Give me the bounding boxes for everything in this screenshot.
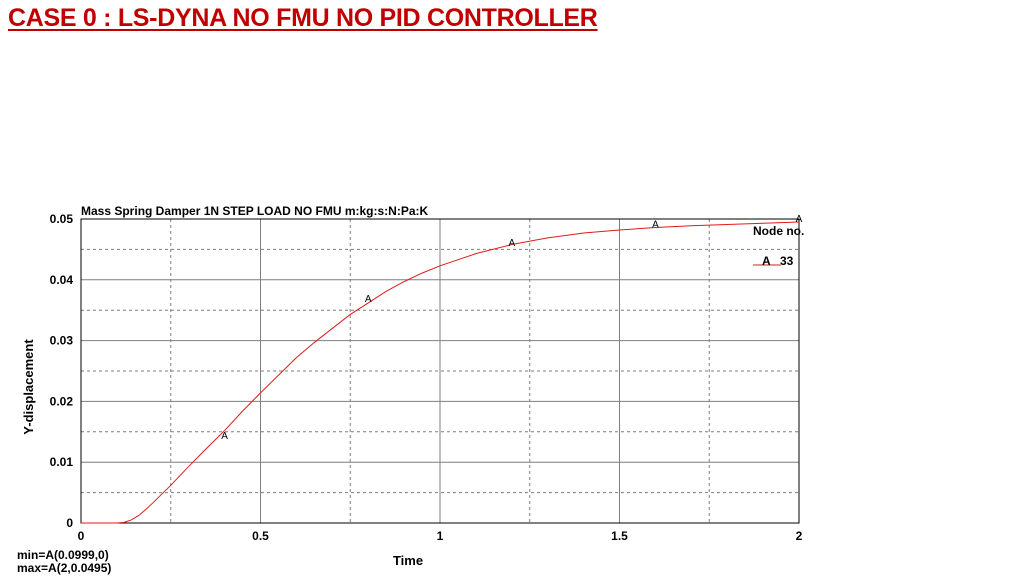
y-tick-label: 0 bbox=[66, 516, 73, 530]
x-axis-label: Time bbox=[393, 553, 423, 568]
x-tick-label: 1.5 bbox=[611, 529, 628, 543]
series-marker: A bbox=[796, 214, 803, 225]
y-tick-label: 0.01 bbox=[50, 455, 74, 469]
chart-title: Mass Spring Damper 1N STEP LOAD NO FMU m… bbox=[81, 204, 428, 218]
grid bbox=[80, 218, 800, 524]
legend: Node no. A 33 bbox=[753, 224, 804, 268]
plot-frame bbox=[80, 218, 800, 524]
x-tick-label: 2 bbox=[796, 529, 803, 543]
x-tick-label: 1 bbox=[437, 529, 444, 543]
legend-marker: A bbox=[762, 254, 771, 268]
series-marker: A bbox=[652, 219, 659, 230]
x-tick-label: 0.5 bbox=[252, 529, 269, 543]
series-marker: A bbox=[365, 294, 372, 305]
y-axis-label: Y-displacement bbox=[21, 339, 36, 435]
y-tick-label: 0.02 bbox=[50, 394, 74, 408]
x-tick-label: 0 bbox=[78, 529, 85, 543]
slide-title: CASE 0 : LS-DYNA NO FMU NO PID CONTROLLE… bbox=[8, 4, 598, 32]
tick-labels: 0 0.5 1 1.5 2 0 0.01 0.02 0.03 0.04 0.05 bbox=[50, 212, 803, 543]
min-annotation: min=A(0.0999,0) bbox=[17, 548, 109, 562]
series-marker: A bbox=[221, 431, 228, 442]
y-tick-label: 0.03 bbox=[50, 334, 74, 348]
max-annotation: max=A(2,0.0495) bbox=[17, 561, 111, 575]
y-tick-label: 0.04 bbox=[50, 273, 74, 287]
series-markers: A A A A A bbox=[221, 214, 802, 442]
series-line-33 bbox=[81, 221, 800, 524]
legend-title: Node no. bbox=[753, 224, 804, 238]
legend-label: 33 bbox=[780, 254, 794, 268]
y-tick-label: 0.05 bbox=[50, 212, 74, 226]
series-marker: A bbox=[508, 238, 515, 249]
